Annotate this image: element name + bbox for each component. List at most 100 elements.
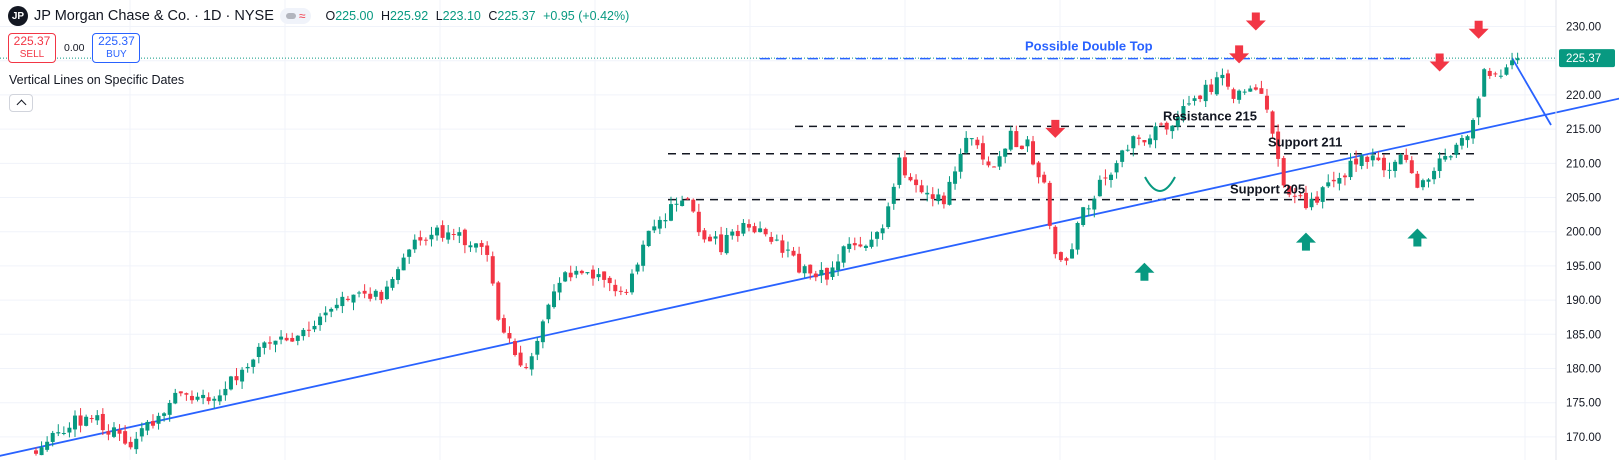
collapse-legend-button[interactable] xyxy=(9,94,33,112)
candle-body xyxy=(351,294,356,303)
candle-body xyxy=(1042,174,1047,183)
sell-button[interactable]: 225.37 SELL xyxy=(8,33,56,63)
candle-body xyxy=(992,166,997,168)
candle-body xyxy=(390,279,395,288)
candle-body xyxy=(1420,180,1425,188)
candle-body xyxy=(568,272,573,278)
candle-body xyxy=(657,219,662,229)
candle-body xyxy=(134,438,139,450)
candle-body xyxy=(318,316,323,326)
candle-body xyxy=(1443,156,1448,160)
candle-body xyxy=(1186,103,1191,105)
buy-button[interactable]: 225.37 BUY xyxy=(92,33,141,63)
candle-body xyxy=(1153,126,1158,141)
candle-body xyxy=(1220,74,1225,79)
candle-body xyxy=(819,269,824,276)
candle-body xyxy=(251,359,256,367)
candle-body xyxy=(1448,156,1453,158)
buy-price: 225.37 xyxy=(98,34,135,48)
candle-body xyxy=(1498,75,1503,77)
projection-line xyxy=(1511,57,1552,126)
candle-body xyxy=(1482,69,1487,97)
retest-curve xyxy=(1144,176,1176,192)
candle-body xyxy=(1432,170,1437,180)
up-arrow-icon xyxy=(1295,232,1316,251)
symbol-title[interactable]: JP Morgan Chase & Co. · 1D · NYSE xyxy=(34,8,274,24)
candle-body xyxy=(1337,178,1342,184)
candle-body xyxy=(56,432,61,434)
price-axis: 230.00225.00220.00215.00210.00205.00200.… xyxy=(1559,22,1615,444)
y-tick-label: 230.00 xyxy=(1566,22,1601,34)
candle-body xyxy=(836,261,841,271)
candle-body xyxy=(1504,67,1509,75)
trade-panel: 225.37 SELL 0.00 225.37 BUY xyxy=(8,33,141,63)
spread-value: 0.00 xyxy=(64,42,85,54)
down-arrow-icon xyxy=(1245,12,1266,31)
candle-body xyxy=(629,273,634,293)
candle-body xyxy=(1398,154,1403,165)
candle-body xyxy=(195,396,200,400)
indicator-legend[interactable]: Vertical Lines on Specific Dates xyxy=(9,73,185,87)
candle-body xyxy=(969,138,974,140)
candle-body xyxy=(524,367,529,369)
candle-body xyxy=(362,290,367,294)
candle-body xyxy=(423,239,428,241)
candle-body xyxy=(1326,182,1331,187)
candle-body xyxy=(474,243,479,248)
candle-body xyxy=(591,269,595,279)
candle-body xyxy=(535,340,540,355)
candle-body xyxy=(217,395,222,402)
candle-body xyxy=(306,329,311,331)
y-tick-label: 195.00 xyxy=(1566,261,1601,273)
candle-body xyxy=(719,234,724,253)
candle-body xyxy=(607,277,612,284)
price-tag-bg xyxy=(1559,49,1615,68)
candle-body xyxy=(1298,195,1303,197)
candle-body xyxy=(685,198,690,200)
candle-body xyxy=(167,402,172,415)
candle-body xyxy=(440,225,445,238)
candle-body xyxy=(1393,161,1398,171)
candle-body xyxy=(50,432,55,442)
candle-body xyxy=(412,239,417,250)
candle-body xyxy=(1237,90,1242,100)
candle-body xyxy=(150,421,155,426)
candle-body xyxy=(340,296,345,307)
candle-body xyxy=(925,192,930,195)
candle-body xyxy=(746,224,751,228)
candle-body xyxy=(552,291,557,308)
candle-body xyxy=(674,203,679,205)
candle-body xyxy=(663,220,668,222)
candle-body xyxy=(958,153,963,172)
candle-body xyxy=(741,222,746,234)
candle-body xyxy=(980,143,985,160)
candle-body xyxy=(624,291,629,293)
candle-body xyxy=(1415,173,1420,188)
candle-body xyxy=(256,346,261,357)
candle-body xyxy=(295,335,300,341)
candle-body xyxy=(1309,198,1314,208)
candle-body xyxy=(986,161,991,166)
candle-body xyxy=(791,250,796,256)
candle-body xyxy=(919,185,924,193)
candle-body xyxy=(635,264,640,272)
candle-body xyxy=(95,415,100,421)
candle-body xyxy=(117,429,122,434)
market-status-badge[interactable]: ≈ xyxy=(279,8,312,24)
candle-body xyxy=(1348,160,1353,178)
candle-body xyxy=(1170,125,1175,132)
candle-body xyxy=(245,366,250,369)
candle-body xyxy=(930,194,935,199)
candle-body xyxy=(1387,169,1392,171)
candle-body xyxy=(1120,150,1125,162)
candle-body xyxy=(457,232,462,236)
candle-body xyxy=(518,352,523,366)
candle-body xyxy=(501,318,506,333)
company-logo: JP xyxy=(8,6,28,26)
candle-body xyxy=(507,333,512,339)
status-bar-icon xyxy=(285,13,296,19)
candle-body xyxy=(173,392,178,404)
candle-body xyxy=(401,257,406,271)
y-tick-label: 180.00 xyxy=(1566,364,1601,376)
